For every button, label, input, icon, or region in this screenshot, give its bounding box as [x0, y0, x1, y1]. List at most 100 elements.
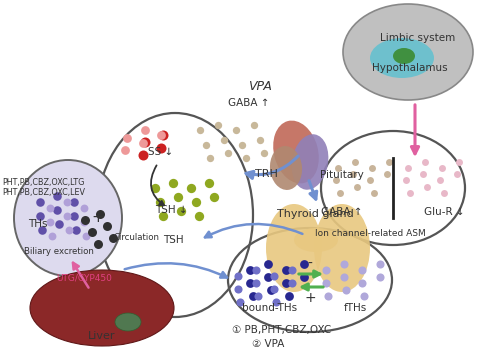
Point	[220, 137, 228, 143]
Point	[455, 159, 463, 165]
Point	[36, 213, 44, 219]
Point	[141, 139, 149, 145]
Point	[322, 280, 330, 286]
Text: THs: THs	[28, 219, 48, 229]
Point	[103, 223, 111, 229]
Point	[246, 280, 254, 286]
Point	[65, 227, 73, 233]
Text: Pituitary: Pituitary	[320, 170, 364, 180]
Point	[206, 155, 214, 161]
Point	[195, 213, 203, 219]
Point	[256, 137, 264, 143]
Point	[72, 227, 80, 233]
Text: Ion channel-related ASM: Ion channel-related ASM	[314, 230, 426, 239]
Point	[385, 159, 393, 165]
Point	[360, 293, 368, 299]
Point	[174, 194, 182, 200]
Point	[358, 267, 366, 273]
Point	[402, 177, 410, 183]
Point	[80, 219, 88, 225]
Ellipse shape	[343, 4, 473, 100]
Point	[285, 293, 293, 299]
Text: +: +	[304, 291, 316, 305]
Point	[53, 193, 61, 199]
Point	[376, 261, 384, 267]
Point	[157, 132, 165, 138]
Point	[96, 211, 104, 217]
Point	[210, 194, 218, 200]
Text: Circulation: Circulation	[114, 232, 160, 241]
Point	[139, 152, 147, 158]
Point	[349, 171, 357, 177]
Point	[340, 261, 348, 267]
Point	[177, 208, 185, 214]
Point	[196, 127, 204, 133]
Point	[419, 171, 427, 177]
Point	[421, 159, 429, 165]
Point	[272, 299, 280, 305]
Text: Glu-R ↓: Glu-R ↓	[424, 207, 465, 217]
Point	[55, 221, 63, 227]
Point	[334, 165, 342, 171]
Point	[94, 241, 102, 247]
Point	[383, 171, 391, 177]
Text: ② VPA: ② VPA	[252, 339, 284, 349]
Point	[453, 171, 461, 177]
Point	[406, 190, 414, 196]
Point	[340, 274, 348, 280]
Point	[234, 286, 242, 292]
Point	[351, 159, 359, 165]
Point	[121, 147, 129, 153]
Point	[38, 227, 46, 233]
Point	[159, 132, 167, 138]
Text: TRH: TRH	[255, 169, 278, 179]
Point	[336, 190, 344, 196]
Point	[242, 155, 250, 161]
Point	[353, 184, 361, 190]
Point	[342, 287, 350, 293]
Point	[157, 145, 165, 151]
Point	[48, 233, 56, 239]
Point	[234, 273, 242, 279]
Point	[63, 213, 71, 219]
Point	[141, 127, 149, 133]
Point	[282, 267, 290, 273]
Text: Hypothalamus: Hypothalamus	[372, 63, 448, 73]
Point	[238, 142, 246, 148]
Point	[270, 286, 278, 292]
Ellipse shape	[14, 160, 122, 276]
Point	[370, 190, 378, 196]
Point	[224, 150, 232, 156]
Text: TSH ↓: TSH ↓	[155, 205, 188, 215]
Text: PHT,PB,CBZ,OXC,LTG: PHT,PB,CBZ,OXC,LTG	[2, 178, 84, 187]
Ellipse shape	[393, 48, 415, 64]
Point	[236, 299, 244, 305]
Text: Liver: Liver	[88, 331, 116, 341]
Text: Limbic system: Limbic system	[380, 33, 455, 43]
Point	[332, 177, 340, 183]
Point	[46, 205, 54, 211]
Point	[81, 217, 89, 223]
Point	[214, 122, 222, 128]
Point	[53, 207, 61, 213]
Point	[46, 219, 54, 225]
Text: fTHs: fTHs	[344, 303, 366, 313]
Point	[202, 142, 210, 148]
Text: -: -	[308, 257, 312, 271]
Point	[80, 205, 88, 211]
Point	[187, 185, 195, 191]
Point	[252, 267, 260, 273]
Point	[366, 177, 374, 183]
Point	[438, 165, 446, 171]
Point	[249, 293, 257, 299]
Ellipse shape	[266, 204, 322, 292]
Point	[70, 213, 78, 219]
Ellipse shape	[30, 270, 174, 346]
Point	[232, 127, 240, 133]
Point	[159, 213, 167, 219]
Point	[358, 280, 366, 286]
Text: ① PB,PHT,CBZ,OXC: ① PB,PHT,CBZ,OXC	[232, 325, 331, 335]
Point	[88, 229, 96, 235]
Point	[270, 273, 278, 279]
Point	[404, 165, 412, 171]
